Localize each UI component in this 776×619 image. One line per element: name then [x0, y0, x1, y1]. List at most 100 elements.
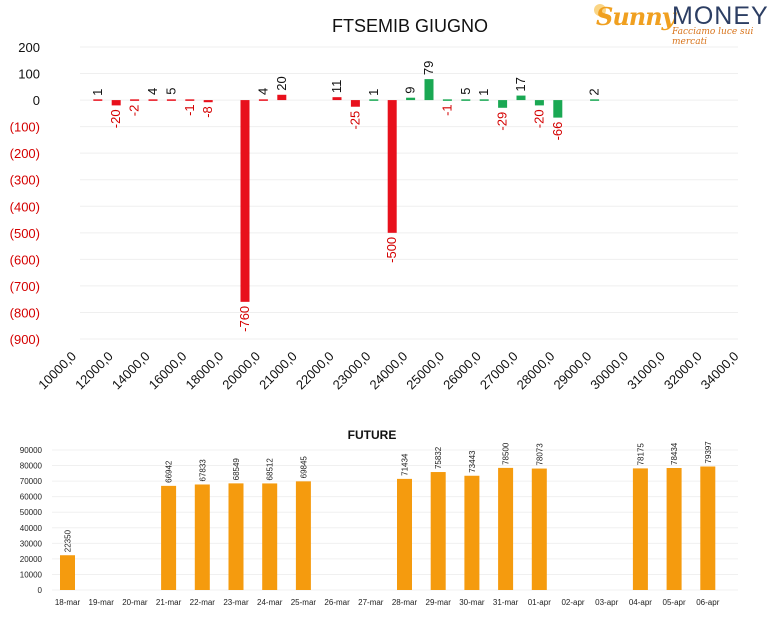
x-tick-label: 18000,0 — [182, 349, 226, 393]
bar — [130, 99, 140, 101]
x-tick-label: 22-mar — [190, 598, 216, 607]
bar — [350, 100, 360, 107]
data-label: 79 — [421, 61, 436, 75]
y-tick-label: 60000 — [20, 493, 43, 502]
bar — [228, 483, 244, 590]
logo-tagline: Facciamo luce sui mercati — [672, 27, 754, 47]
data-label: 78175 — [636, 443, 645, 466]
bar — [397, 478, 412, 590]
data-label: 4 — [255, 88, 270, 95]
bar — [277, 94, 287, 101]
bar — [666, 467, 682, 590]
data-label: 5 — [458, 88, 473, 95]
bar — [424, 79, 434, 101]
y-tick-label: 0 — [38, 586, 43, 595]
y-tick-label: (900) — [10, 332, 40, 347]
y-tick-label: (200) — [10, 146, 40, 161]
data-label: 69845 — [299, 456, 308, 479]
y-tick-label: (400) — [10, 199, 40, 214]
data-label: -8 — [200, 106, 215, 118]
bar — [632, 468, 648, 590]
bar — [203, 100, 213, 103]
x-tick-label: 25000,0 — [403, 349, 447, 393]
y-tick-label: (700) — [10, 279, 40, 294]
bar — [534, 100, 544, 106]
data-label: 5 — [163, 88, 178, 95]
data-label: 67833 — [198, 459, 207, 482]
data-label: -2 — [127, 105, 142, 117]
x-tick-label: 02-apr — [561, 598, 584, 607]
bar — [406, 97, 416, 101]
data-label: -1 — [182, 104, 197, 116]
y-tick-label: 20000 — [20, 555, 43, 564]
data-label: -760 — [237, 306, 252, 332]
data-label: 75832 — [434, 446, 443, 469]
x-tick-label: 23-mar — [223, 598, 249, 607]
x-tick-label: 23000,0 — [330, 349, 374, 393]
bar — [111, 100, 121, 106]
data-label: 68512 — [266, 458, 275, 481]
x-tick-label: 16000,0 — [146, 349, 190, 393]
y-tick-label: 90000 — [20, 446, 43, 455]
x-tick-label: 24-mar — [257, 598, 283, 607]
bar — [531, 468, 547, 590]
x-tick-label: 25-mar — [291, 598, 317, 607]
x-tick-label: 26-mar — [324, 598, 350, 607]
bar — [498, 467, 514, 590]
data-label: 79397 — [704, 441, 713, 464]
ftsemib-chart: FTSEMIB GIUGNO 200 100 0 (100) (200) (300) (40… — [10, 16, 742, 393]
bar — [295, 481, 311, 590]
bar — [700, 466, 716, 590]
x-tick-label: 05-apr — [663, 598, 686, 607]
sunny-money-logo: Sunny MONEY Facciamo luce sui mercati — [594, 2, 774, 47]
data-label: -500 — [384, 237, 399, 263]
y-tick-label: 80000 — [20, 462, 43, 471]
data-label: -20 — [531, 109, 546, 128]
bar — [240, 100, 250, 302]
x-tick-label: 20000,0 — [219, 349, 263, 393]
data-label: 73443 — [468, 450, 477, 473]
y-tick-label: 70000 — [20, 477, 43, 486]
data-label: 17 — [513, 77, 528, 91]
x-tick-label: 19-mar — [89, 598, 115, 607]
future-chart-title: FUTURE — [348, 428, 397, 442]
data-label: 66942 — [165, 460, 174, 483]
x-tick-label: 10000,0 — [35, 349, 79, 393]
y-tick-label: (100) — [10, 120, 40, 135]
bar — [461, 99, 471, 101]
data-label: 1 — [366, 89, 381, 96]
y-tick-label: 10000 — [20, 570, 43, 579]
bar — [369, 99, 379, 101]
logo-brand-a: Sunny — [596, 2, 676, 31]
bar — [93, 99, 103, 101]
y-tick-label: 0 — [33, 93, 40, 108]
data-label: 2 — [587, 88, 602, 95]
x-tick-label: 20-mar — [122, 598, 148, 607]
y-tick-label: (500) — [10, 226, 40, 241]
x-tick-label: 28-mar — [392, 598, 418, 607]
x-tick-label: 22000,0 — [293, 349, 337, 393]
data-label: 9 — [403, 86, 418, 93]
x-tick-label: 18-mar — [55, 598, 81, 607]
bar — [332, 97, 342, 101]
bar — [161, 485, 177, 590]
x-tick-label: 06-apr — [696, 598, 719, 607]
bar — [387, 100, 397, 233]
x-tick-label: 03-apr — [595, 598, 618, 607]
y-tick-label: (600) — [10, 252, 40, 267]
bar — [194, 484, 210, 590]
bar — [430, 472, 446, 590]
bar — [148, 99, 158, 101]
data-label: 68549 — [232, 458, 241, 481]
data-label: 1 — [90, 89, 105, 96]
x-tick-label: 01-apr — [528, 598, 551, 607]
x-tick-label: 34000,0 — [698, 349, 742, 393]
data-label: 4 — [145, 88, 160, 95]
x-tick-label: 12000,0 — [72, 349, 116, 393]
data-label: 11 — [329, 80, 344, 94]
bar — [464, 475, 480, 590]
x-tick-label: 28000,0 — [514, 349, 558, 393]
bar — [166, 99, 176, 101]
data-label: 78434 — [670, 442, 679, 465]
bar — [262, 483, 278, 590]
